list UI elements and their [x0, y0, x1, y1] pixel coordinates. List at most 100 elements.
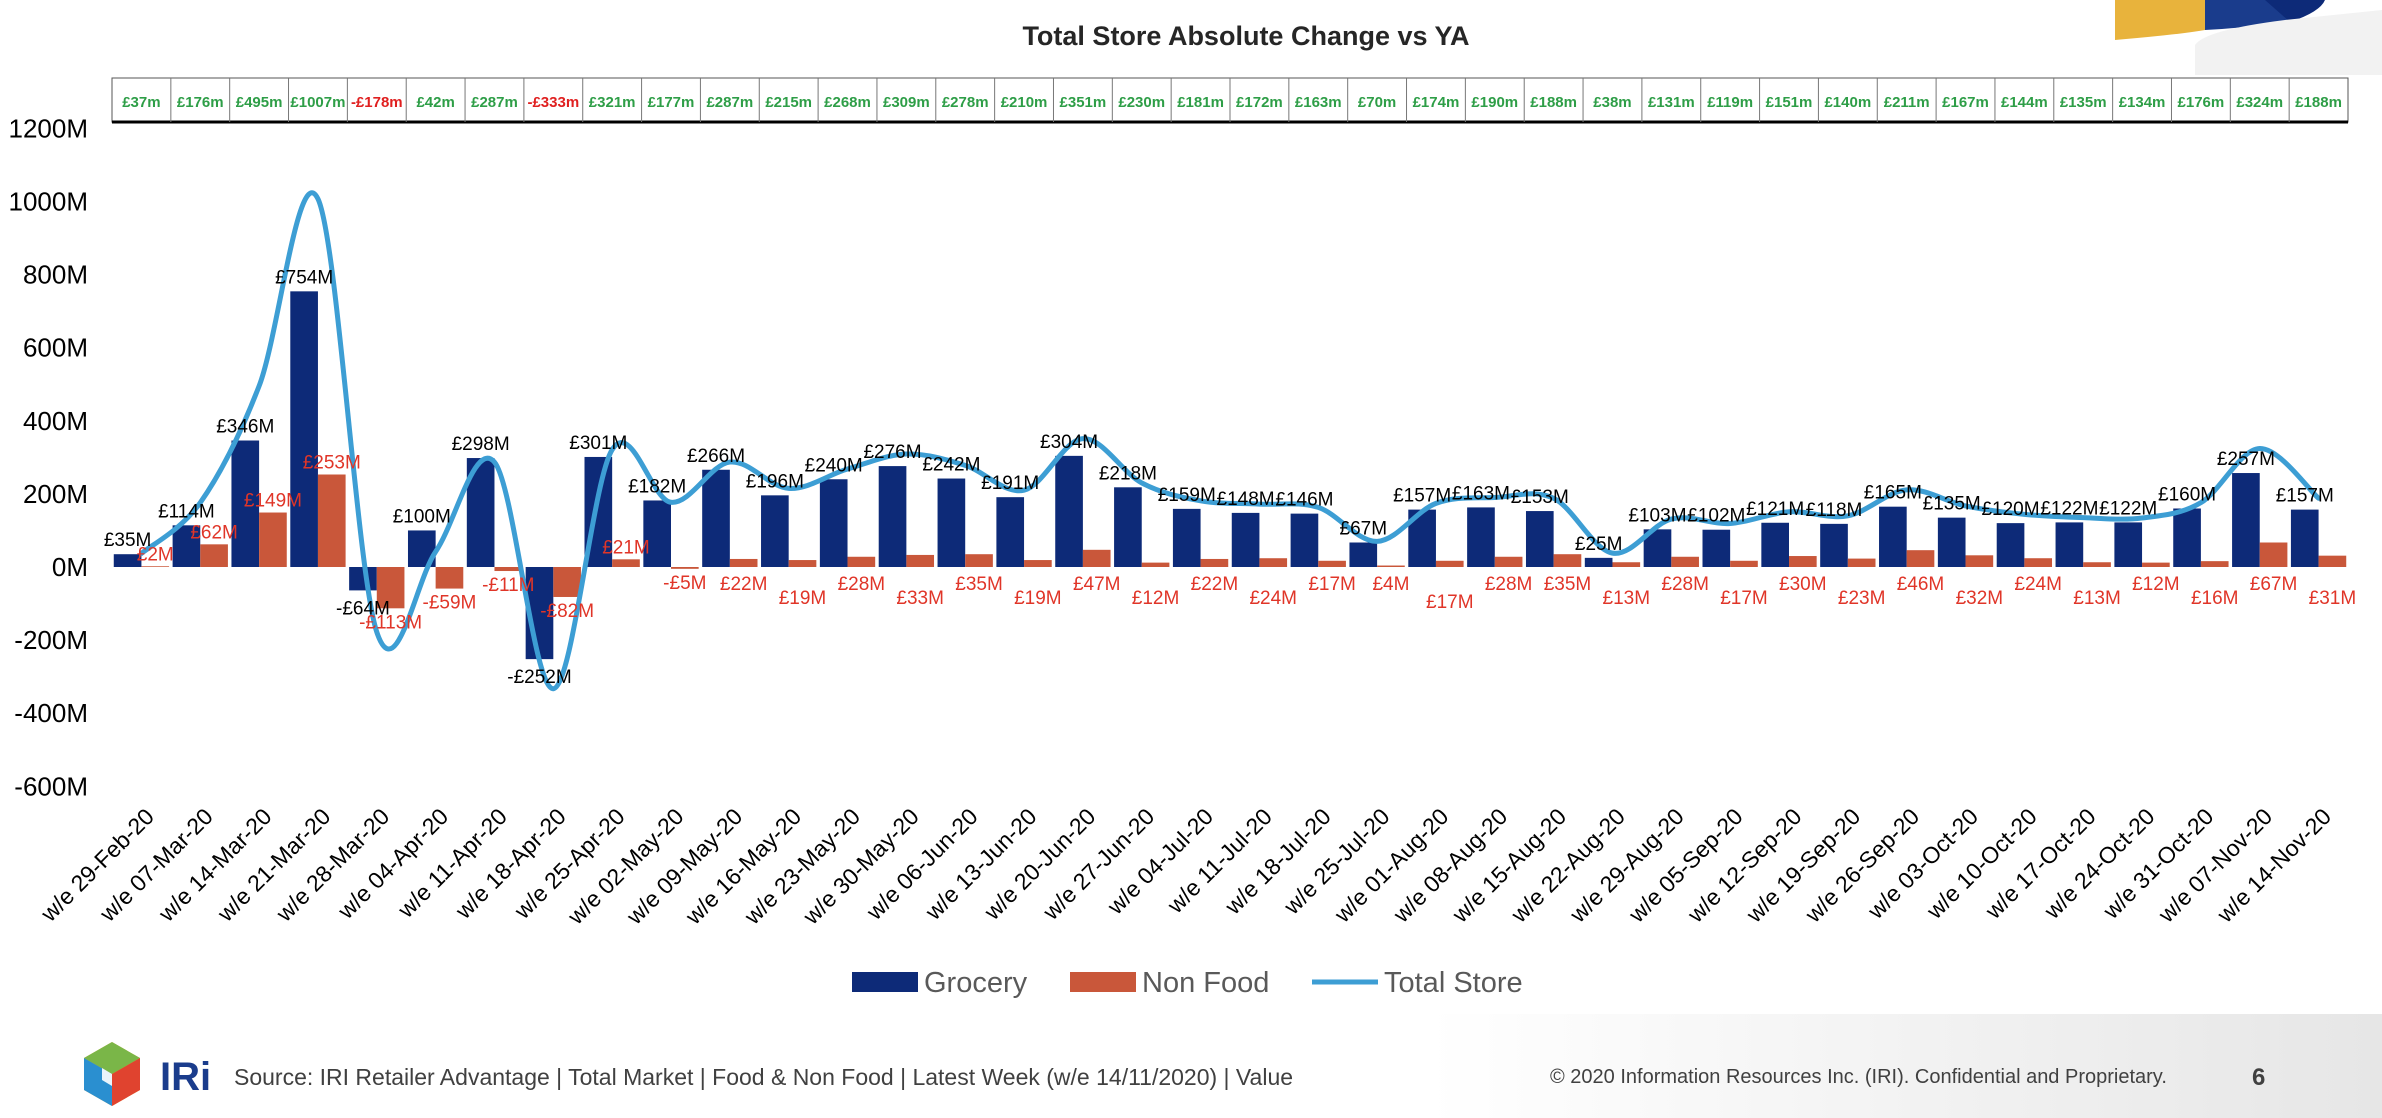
strip-value: £181m — [1177, 94, 1224, 111]
grocery-data-label: £754M — [275, 267, 333, 288]
non-food-data-label: £28M — [1661, 574, 1709, 595]
grocery-data-label: £114M — [158, 501, 215, 522]
non-food-bar — [1259, 558, 1288, 567]
source-note: Source: IRI Retailer Advantage | Total M… — [234, 1064, 1294, 1090]
non-food-bar — [1141, 562, 1170, 567]
strip-value: £131m — [1648, 94, 1695, 111]
grocery-bar — [1231, 512, 1260, 567]
non-food-bar — [1730, 560, 1758, 567]
grocery-data-label: £266M — [687, 446, 745, 467]
non-food-bar — [788, 560, 817, 567]
grocery-bar — [1879, 506, 1907, 567]
strip-value: £151m — [1766, 94, 1813, 111]
non-food-bar — [2024, 558, 2053, 567]
legend-non-food-label: Non Food — [1142, 967, 1269, 999]
non-food-bar — [2142, 562, 2170, 567]
non-food-data-label: £24M — [2014, 574, 2062, 595]
strip-value: £215m — [765, 94, 812, 111]
grocery-bar — [172, 525, 201, 567]
non-food-data-label: £23M — [1838, 588, 1886, 609]
grocery-data-label: £157M — [1393, 486, 1451, 507]
y-tick-label: 400M — [23, 406, 88, 436]
grocery-bar — [1349, 542, 1378, 567]
total-store-line — [138, 190, 2322, 692]
grocery-bar — [1584, 557, 1613, 567]
x-axis: w/e 29-Feb-20w/e 07-Mar-20w/e 14-Mar-20w… — [35, 803, 2336, 930]
grocery-data-label: £122M — [2040, 498, 2098, 519]
strip-value: £268m — [824, 94, 871, 111]
grocery-data-label: £301M — [569, 433, 627, 454]
non-food-data-label: £253M — [303, 453, 361, 474]
non-food-data-label: £17M — [1720, 588, 1768, 609]
grocery-bar — [290, 291, 318, 567]
strip-value: £37m — [122, 94, 160, 111]
non-food-bar — [435, 567, 464, 589]
non-food-data-label: £24M — [1249, 588, 1297, 609]
non-food-bar — [494, 567, 523, 572]
strip-value: £70m — [1358, 94, 1396, 111]
grocery-bar — [761, 495, 789, 567]
y-axis: 1200M 1000M 800M 600M 400M 200M 0M -200M -400M -6… — [9, 113, 89, 801]
grocery-data-label: £196M — [746, 471, 804, 492]
strip-value: £119m — [1707, 94, 1753, 111]
strip-value: £172m — [1236, 94, 1283, 111]
grocery-data-label: £257M — [2217, 449, 2275, 470]
grocery-bar — [996, 497, 1025, 567]
grocery-bar — [349, 567, 377, 591]
strip-value: £321m — [589, 94, 636, 111]
legend: Grocery Non Food Total Store — [852, 967, 1523, 999]
grocery-data-label: £304M — [1040, 432, 1098, 453]
strip-value: £176m — [177, 94, 224, 111]
non-food-bar — [1435, 560, 1464, 567]
strip-value: £134m — [2119, 94, 2166, 111]
grocery-data-label: £163M — [1452, 483, 1510, 504]
non-food-data-label: £149M — [244, 491, 302, 512]
non-food-bar — [1318, 560, 1346, 567]
non-food-data-label: £13M — [1603, 588, 1651, 609]
non-food-data-label: £12M — [2132, 574, 2180, 595]
chart-title: Total Store Absolute Change vs YA — [1022, 21, 1469, 51]
strip-value: £210m — [1001, 94, 1048, 111]
non-food-bar — [2200, 561, 2229, 567]
y-tick-label: 1000M — [9, 186, 89, 216]
non-food-bar — [1082, 549, 1111, 567]
grocery-data-label: £157M — [2276, 486, 2334, 507]
non-food-data-label: £35M — [955, 574, 1003, 595]
grocery-data-label: £165M — [1864, 483, 1922, 504]
non-food-data-label: £19M — [779, 588, 827, 609]
strip-value: £163m — [1295, 94, 1342, 111]
non-food-bar — [1906, 550, 1935, 567]
non-food-bar — [1553, 554, 1582, 567]
strip-value: £140m — [1824, 94, 1871, 111]
grocery-data-label: -£252M — [507, 667, 571, 688]
grocery-data-label: £121M — [1746, 499, 1804, 520]
non-food-data-label: £17M — [1426, 592, 1474, 613]
total-store-series-line — [138, 190, 2322, 692]
grocery-bar — [937, 478, 966, 567]
non-food-bar — [259, 512, 287, 567]
non-food-bar — [1200, 558, 1229, 567]
grocery-bar — [819, 479, 848, 567]
grocery-data-label: £118M — [1806, 500, 1863, 521]
non-food-data-label: £31M — [2309, 588, 2357, 609]
non-food-data-label: £2M — [137, 544, 174, 565]
non-food-bar — [1847, 558, 1876, 567]
copyright-note: © 2020 Information Resources Inc. (IRI).… — [1550, 1066, 2167, 1088]
y-tick-label: 200M — [23, 479, 88, 509]
strip-value: £351m — [1060, 94, 1107, 111]
non-food-bar — [141, 566, 170, 567]
strip-value: £324m — [2236, 94, 2283, 111]
non-food-data-label: £28M — [838, 574, 886, 595]
strip-value: -£178m — [351, 94, 403, 111]
grocery-data-label: £25M — [1575, 534, 1623, 555]
non-food-bar — [906, 554, 935, 567]
non-food-data-label: -£59M — [423, 593, 477, 614]
strip-value: £1007m — [290, 94, 345, 111]
non-food-data-label: £30M — [1779, 574, 1827, 595]
grocery-bar — [1290, 513, 1319, 567]
grocery-data-label: £276M — [863, 442, 921, 463]
bar-labels: £35M£2M£114M£62M£346M£149M£754M£253M-£64… — [104, 267, 2356, 688]
strip-value: £135m — [2060, 94, 2107, 111]
non-food-bar — [1965, 555, 1994, 567]
grocery-bar — [2290, 509, 2319, 567]
